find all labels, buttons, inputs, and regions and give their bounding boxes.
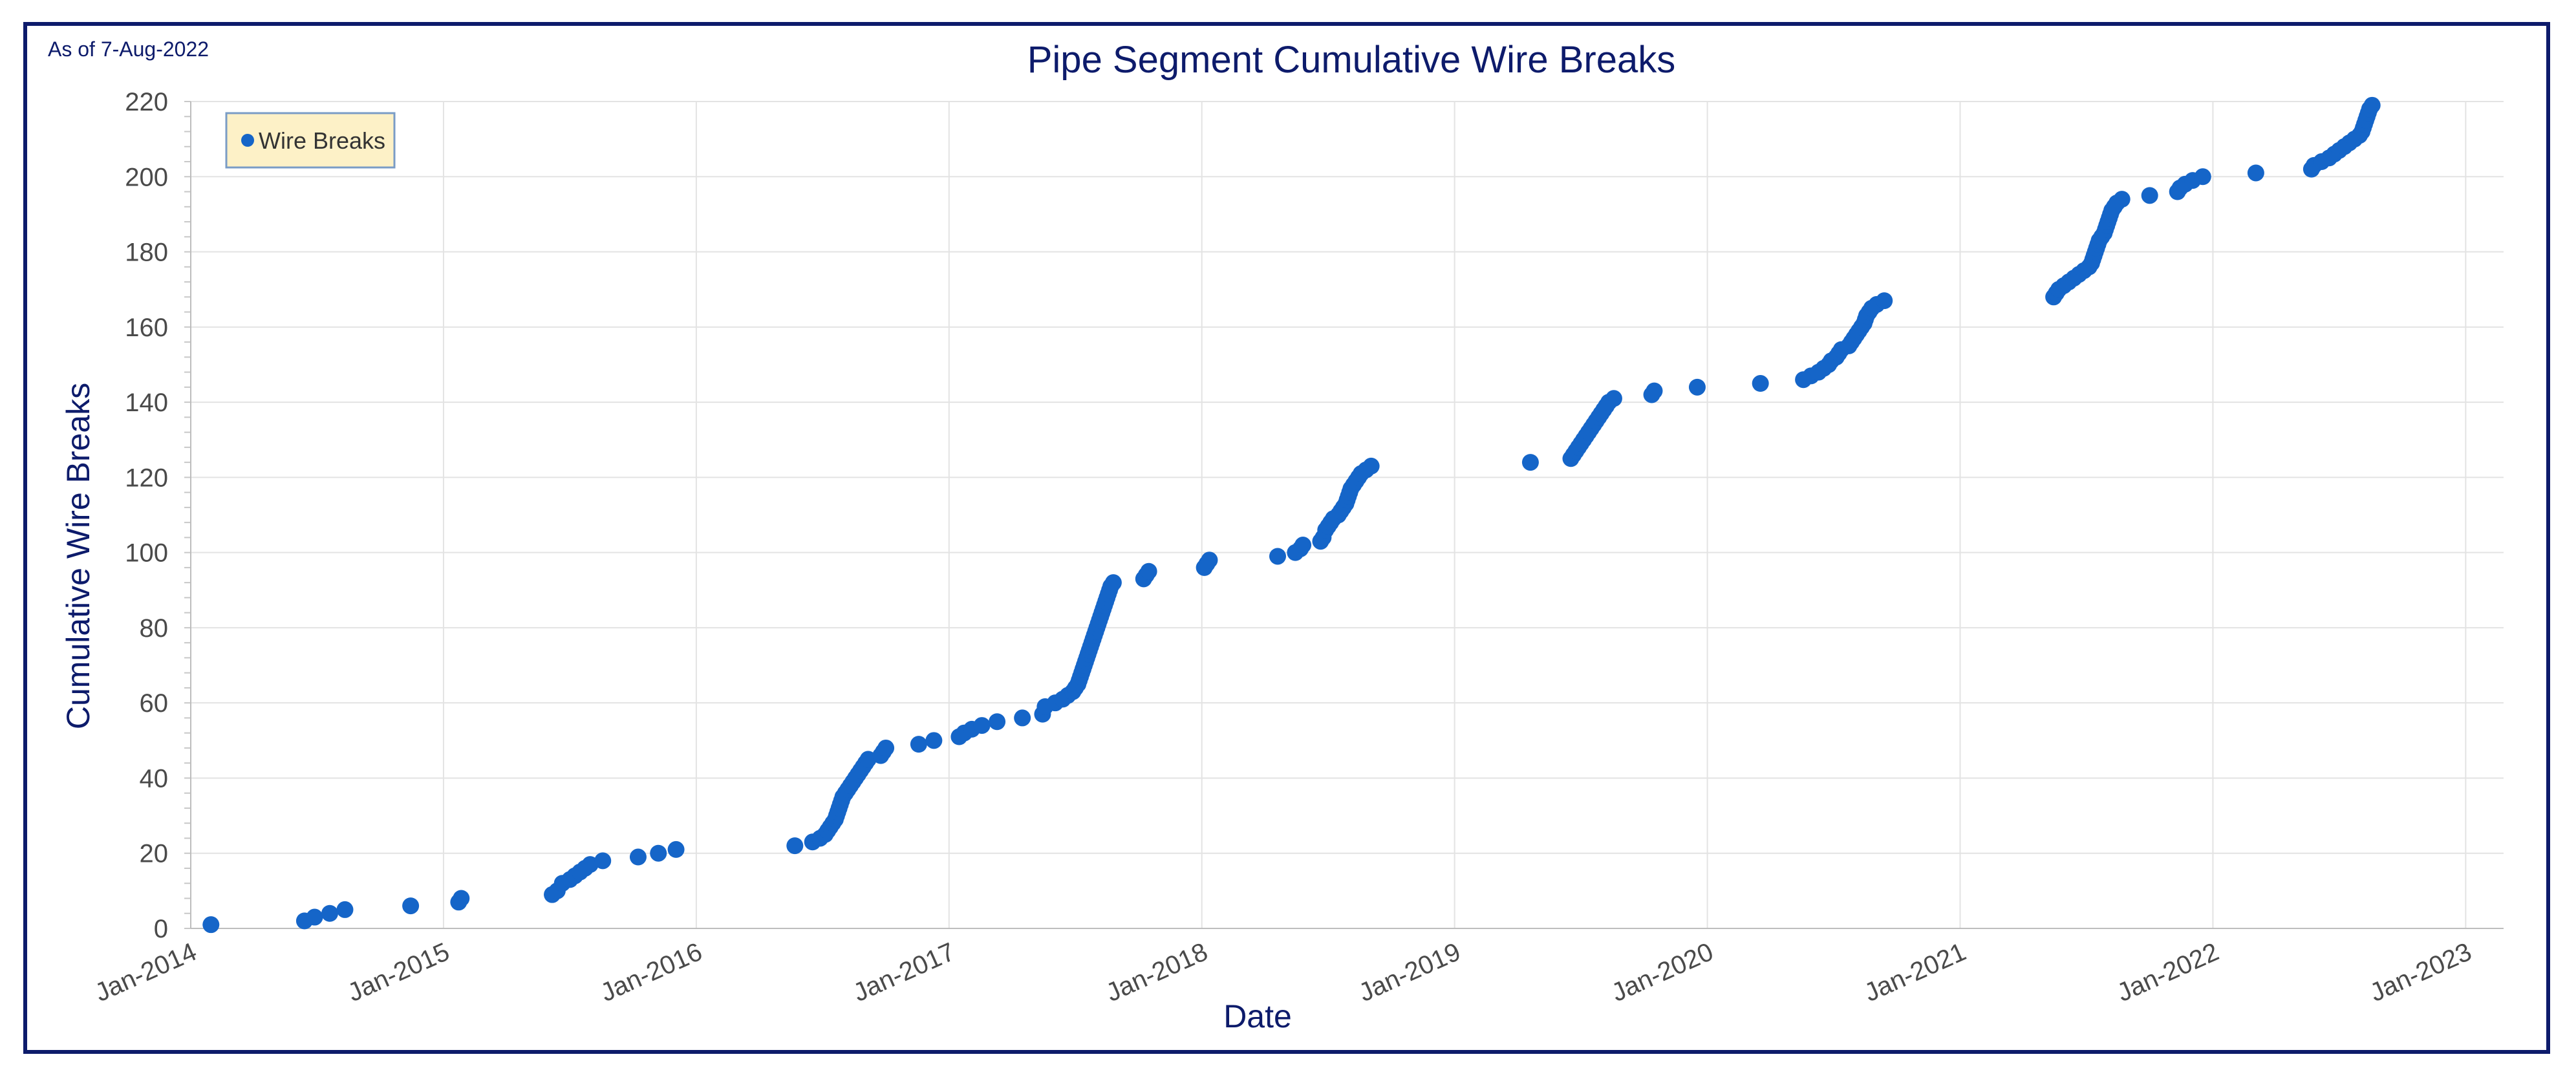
data-point xyxy=(1688,378,1706,396)
x-axis-title: Date xyxy=(1223,998,1292,1034)
data-point xyxy=(910,736,927,753)
data-point xyxy=(989,713,1006,731)
x-tick-label: Jan-2023 xyxy=(2366,937,2476,1007)
data-point xyxy=(629,848,647,866)
data-point xyxy=(402,897,420,915)
x-tick-label: Jan-2019 xyxy=(1355,937,1465,1007)
grid-lines xyxy=(190,101,2504,929)
y-tick-label: 20 xyxy=(140,840,169,868)
data-point xyxy=(1362,457,1380,475)
y-axis-title: Cumulative Wire Breaks xyxy=(60,383,96,729)
legend-marker-icon xyxy=(241,134,254,147)
data-point xyxy=(453,890,470,907)
data-point xyxy=(1104,574,1122,592)
data-point xyxy=(581,856,599,873)
legend-label: Wire Breaks xyxy=(259,127,385,154)
data-point xyxy=(650,844,667,862)
data-point xyxy=(2194,168,2211,186)
data-point xyxy=(306,908,323,926)
y-tick-label: 40 xyxy=(140,764,169,793)
y-tick-label: 180 xyxy=(125,239,168,267)
data-point xyxy=(336,901,354,918)
x-tick-label: Jan-2016 xyxy=(596,937,706,1007)
data-point xyxy=(925,732,943,749)
data-point xyxy=(321,904,339,922)
y-tick-labels: 0 20 40 60 80 100 120 140 160 180 200 220 xyxy=(125,88,168,943)
y-tick-label: 220 xyxy=(125,88,168,116)
legend: Wire Breaks xyxy=(225,112,396,169)
data-point xyxy=(2363,96,2381,114)
data-point xyxy=(1646,382,1663,400)
y-tick-label: 60 xyxy=(140,689,169,718)
y-tick-label: 140 xyxy=(125,389,168,417)
x-tick-label: Jan-2018 xyxy=(1102,937,1212,1007)
data-point xyxy=(594,852,612,870)
x-tick-label: Jan-2020 xyxy=(1607,937,1717,1007)
x-tick-label: Jan-2015 xyxy=(343,937,453,1007)
data-point xyxy=(202,916,220,934)
data-point xyxy=(1014,709,1031,727)
y-tick-label: 0 xyxy=(154,915,168,943)
x-tick-label: Jan-2014 xyxy=(91,937,200,1007)
data-point xyxy=(2141,187,2158,204)
y-tick-label: 160 xyxy=(125,314,168,342)
x-tick-labels: Jan-2014 Jan-2015 Jan-2016 Jan-2017 Jan-2018… xyxy=(91,937,2476,1007)
y-tick-label: 100 xyxy=(125,539,168,568)
data-point xyxy=(1294,537,1312,554)
data-point xyxy=(1269,548,1286,565)
data-point xyxy=(877,739,895,756)
data-point xyxy=(667,840,685,858)
x-tick-label: Jan-2022 xyxy=(2113,937,2223,1007)
data-point xyxy=(973,717,991,734)
data-point xyxy=(786,837,804,855)
y-tick-label: 200 xyxy=(125,163,168,191)
x-tick-label: Jan-2017 xyxy=(849,937,959,1007)
x-tick-label: Jan-2021 xyxy=(1860,937,1970,1007)
y-tick-label: 120 xyxy=(125,464,168,492)
data-point xyxy=(1605,390,1622,407)
y-tick-label: 80 xyxy=(140,614,169,643)
data-point xyxy=(1140,562,1157,580)
as-of-annotation: As of 7-Aug-2022 xyxy=(48,37,209,61)
data-point xyxy=(1752,375,1769,392)
legend-box xyxy=(225,112,396,169)
chart-frame xyxy=(23,22,2550,1054)
data-point xyxy=(859,751,877,768)
data-point xyxy=(2247,164,2264,182)
data-point xyxy=(1201,551,1218,569)
data-point xyxy=(1876,292,1893,310)
data-point xyxy=(2113,191,2131,208)
axes xyxy=(184,101,2504,929)
chart-title: Pipe Segment Cumulative Wire Breaks xyxy=(1027,39,1676,81)
data-point xyxy=(1521,454,1539,471)
data-points xyxy=(202,96,2381,934)
